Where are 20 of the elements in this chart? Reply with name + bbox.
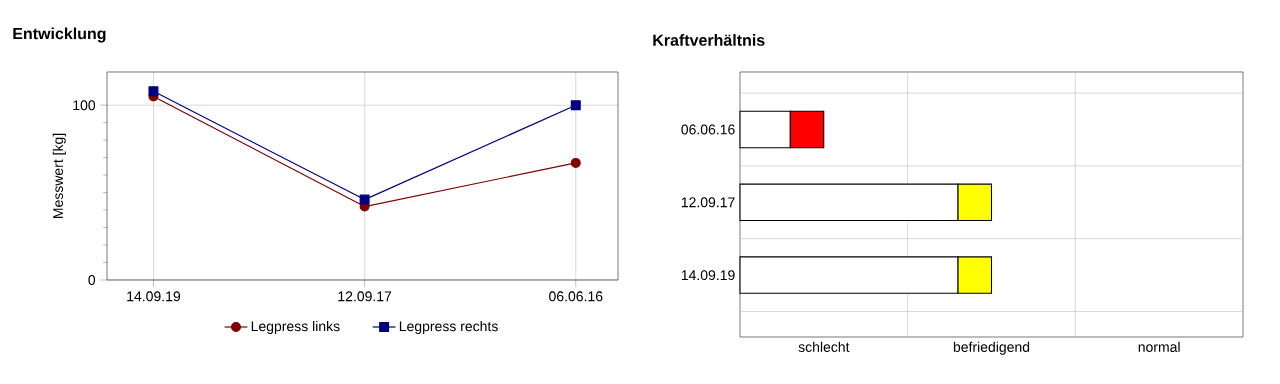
- legend-label: Legpress rechts: [399, 320, 498, 334]
- chart-title: Kraftverhältnis: [653, 34, 765, 46]
- point: [570, 100, 581, 111]
- text: schlecht: [798, 341, 850, 352]
- y-tick-label: 0: [88, 275, 96, 285]
- point: [359, 194, 370, 205]
- chart-title: Entwicklung: [13, 27, 106, 43]
- y-tick-label: 14.09.19: [681, 270, 735, 281]
- x-tick-label: 12.09.17: [338, 291, 392, 302]
- y-tick-label: 06.06.16: [681, 124, 735, 135]
- y-tick-label: 12.09.17: [681, 197, 735, 208]
- y-axis-title: Messwert [kg]: [52, 133, 66, 219]
- text: befriedigend: [953, 341, 1030, 355]
- legend-label: Legpress links: [251, 320, 340, 334]
- x-tick-label: 14.09.19: [127, 291, 181, 302]
- x-tick-label: 06.06.16: [549, 291, 603, 302]
- point: [570, 157, 581, 168]
- y-tick-label: 100: [73, 100, 96, 111]
- point: [148, 86, 159, 97]
- text: normal: [1138, 341, 1180, 352]
